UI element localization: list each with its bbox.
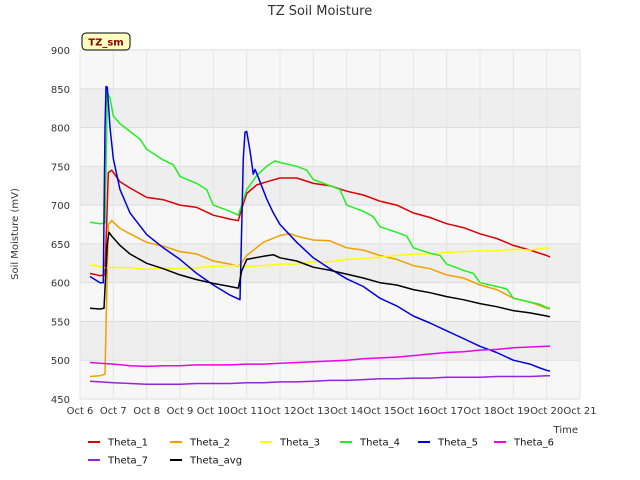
y-axis-title: Soil Moisture (mV) — [10, 188, 21, 280]
y-tick-label: 750 — [51, 162, 70, 173]
legend-label-theta_2: Theta_2 — [189, 438, 230, 449]
x-tick-label: Oct 21 — [563, 406, 596, 417]
series-line-theta_2 — [89, 219, 551, 378]
y-tick-label: 700 — [51, 201, 70, 212]
series-line-theta_5 — [89, 85, 551, 372]
y-tick-label: 800 — [51, 124, 70, 135]
series-line-theta_avg — [89, 231, 551, 318]
y-axis-ticks: 450 500 550 600 650 700 750 800 850 900 — [51, 46, 70, 406]
legend-label-theta_1: Theta_1 — [107, 438, 148, 449]
x-tick-label: Oct 20 — [530, 406, 563, 417]
x-tick-label: Oct 7 — [100, 406, 127, 417]
gridlines — [79, 49, 581, 400]
y-tick-label: 900 — [51, 46, 70, 57]
plot-band — [80, 88, 580, 128]
site-label: TZ_sm — [88, 38, 123, 49]
y-tick-label: 450 — [51, 395, 70, 406]
chart-title: TZ Soil Moisture — [267, 4, 373, 19]
x-tick-label: Oct 15 — [363, 406, 396, 417]
y-tick-label: 850 — [51, 85, 70, 96]
legend-label-theta_7: Theta_7 — [107, 456, 148, 467]
x-tick-label: Oct 12 — [263, 406, 296, 417]
series-line-theta_3 — [89, 247, 551, 271]
x-tick-label: Oct 16 — [397, 406, 430, 417]
x-tick-label: Oct 9 — [167, 406, 194, 417]
x-axis-title: Time — [553, 425, 578, 436]
x-tick-label: Oct 11 — [230, 406, 263, 417]
plot-band — [80, 360, 580, 399]
legend-label-theta_5: Theta_5 — [437, 438, 478, 449]
legend: Theta_1 Theta_2 Theta_3 Theta_4 Theta_5 Theta… — [88, 438, 554, 467]
plot-band — [80, 50, 580, 89]
legend-label-theta_3: Theta_3 — [279, 438, 320, 449]
x-tick-label: Oct 19 — [497, 406, 530, 417]
legend-label-theta_avg: Theta_avg — [189, 456, 242, 467]
x-tick-label: Oct 18 — [463, 406, 496, 417]
plot-band — [80, 127, 580, 167]
site-label-box — [81, 32, 131, 51]
x-tick-label: Oct 17 — [430, 406, 463, 417]
x-tick-label: Oct 10 — [197, 406, 230, 417]
x-tick-label: Oct 6 — [67, 406, 94, 417]
series-line-theta_4 — [89, 91, 551, 310]
y-tick-label: 600 — [51, 279, 70, 290]
plot-bands — [80, 50, 580, 399]
x-axis-ticks: Oct 6 Oct 7 Oct 8 Oct 9 Oct 10 Oct 11 Oct 12 Oc… — [67, 406, 597, 417]
plot-band — [80, 205, 580, 244]
x-tick-label: Oct 14 — [330, 406, 363, 417]
legend-label-theta_4: Theta_4 — [359, 438, 400, 449]
series-line-theta_1 — [89, 169, 551, 277]
series-line-theta_6 — [89, 345, 550, 368]
site-label-badge: TZ_sm — [81, 32, 131, 51]
x-tick-label: Oct 8 — [133, 406, 160, 417]
y-tick-label: 500 — [51, 356, 70, 367]
series-line-theta_7 — [89, 374, 550, 386]
y-tick-label: 550 — [51, 317, 70, 328]
x-tick-label: Oct 13 — [297, 406, 330, 417]
y-tick-label: 650 — [51, 240, 70, 251]
series-lines — [89, 85, 551, 386]
legend-label-theta_6: Theta_6 — [513, 438, 554, 449]
plot-band — [80, 321, 580, 361]
